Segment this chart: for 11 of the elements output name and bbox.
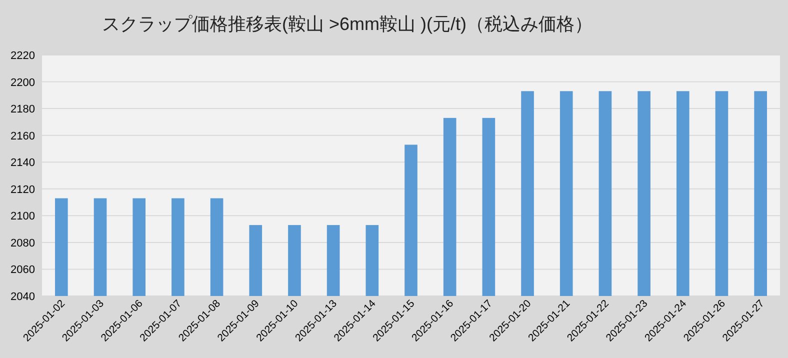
y-tick-label: 2220 — [10, 50, 35, 62]
y-tick-label: 2080 — [10, 237, 35, 250]
y-tick-label: 2180 — [10, 104, 35, 116]
y-tick-label: 2100 — [10, 210, 35, 223]
y-tick-label: 2140 — [10, 157, 35, 170]
y-tick-label: 2040 — [10, 291, 35, 303]
y-tick-label: 2120 — [10, 184, 35, 196]
y-tick-label: 2200 — [10, 76, 35, 89]
y-tick-label: 2160 — [10, 130, 35, 142]
chart-title: スクラップ価格推移表(鞍山 >6mm鞍山 )(元/t)（税込み価格） — [102, 14, 592, 34]
y-tick-label: 2060 — [10, 264, 35, 276]
